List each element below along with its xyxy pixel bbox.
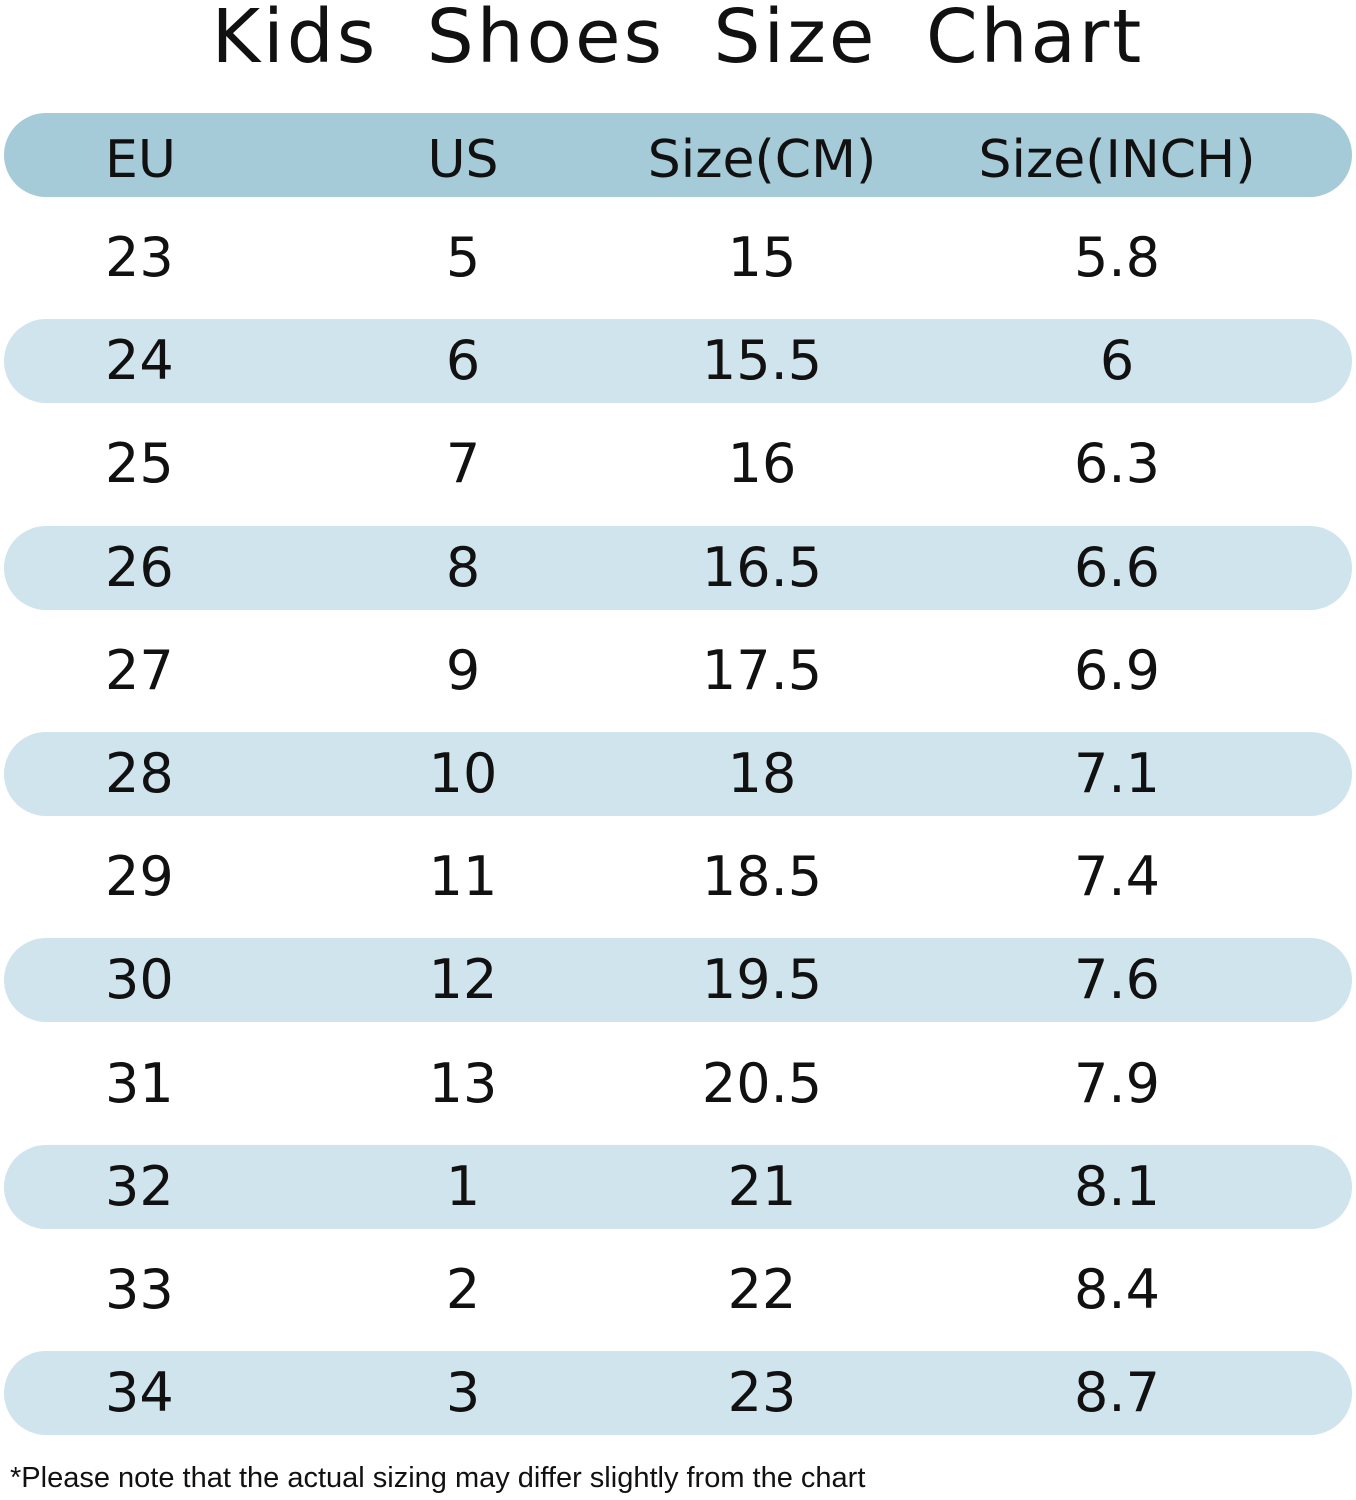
cell-eu: 26 bbox=[105, 535, 174, 599]
cell-eu: 29 bbox=[105, 845, 174, 909]
cell-inch: 8.1 bbox=[1074, 1154, 1160, 1218]
cell-eu: 25 bbox=[105, 432, 174, 496]
row-band bbox=[4, 1351, 1352, 1436]
cell-cm: 21 bbox=[727, 1154, 797, 1218]
cell-us: 9 bbox=[445, 638, 481, 702]
cell-cm: 23 bbox=[727, 1361, 797, 1425]
cell-cm: 18.5 bbox=[701, 845, 823, 909]
footnote: *Please note that the actual sizing may … bbox=[10, 1462, 866, 1494]
cell-us: 6 bbox=[445, 329, 481, 393]
cell-us: 11 bbox=[428, 845, 498, 909]
row-band bbox=[4, 525, 1352, 610]
cell-inch: 6 bbox=[1099, 329, 1135, 393]
row-band bbox=[4, 732, 1352, 816]
row-band bbox=[4, 1144, 1352, 1229]
cell-eu: 23 bbox=[105, 226, 174, 289]
row-band bbox=[4, 319, 1352, 404]
cell-cm: 22 bbox=[727, 1258, 797, 1321]
cell-us: 7 bbox=[445, 432, 481, 496]
cell-eu: 32 bbox=[105, 1154, 174, 1218]
cell-inch: 7.6 bbox=[1074, 948, 1160, 1012]
cell-us: 5 bbox=[445, 226, 481, 289]
header-band bbox=[4, 113, 1352, 197]
cell-us: 12 bbox=[428, 948, 498, 1012]
cell-inch: 6.9 bbox=[1074, 638, 1160, 702]
cell-eu: 34 bbox=[105, 1361, 174, 1425]
row-band bbox=[4, 938, 1352, 1023]
cell-cm: 16.5 bbox=[701, 535, 823, 599]
cell-eu: 33 bbox=[105, 1258, 174, 1321]
cell-cm: 16 bbox=[727, 432, 797, 496]
cell-eu: 27 bbox=[105, 638, 174, 702]
cell-us: 1 bbox=[445, 1154, 481, 1218]
cell-inch: 5.8 bbox=[1074, 226, 1160, 289]
cell-us: 3 bbox=[445, 1361, 481, 1425]
column-header-us: US bbox=[427, 130, 499, 190]
cell-inch: 8.7 bbox=[1074, 1361, 1160, 1425]
cell-eu: 24 bbox=[105, 329, 174, 393]
cell-cm: 19.5 bbox=[701, 948, 823, 1012]
cell-cm: 15.5 bbox=[701, 329, 823, 393]
cell-eu: 28 bbox=[105, 742, 174, 805]
cell-inch: 6.6 bbox=[1074, 535, 1160, 599]
cell-inch: 8.4 bbox=[1074, 1258, 1160, 1321]
cell-us: 10 bbox=[428, 742, 498, 805]
cell-inch: 7.1 bbox=[1074, 742, 1160, 805]
cell-cm: 20.5 bbox=[701, 1051, 823, 1115]
cell-us: 13 bbox=[428, 1051, 498, 1115]
cell-cm: 15 bbox=[727, 226, 797, 289]
cell-inch: 7.9 bbox=[1074, 1051, 1160, 1115]
chart-title: Kids Shoes Size Chart bbox=[211, 0, 1145, 80]
cell-inch: 6.3 bbox=[1074, 432, 1160, 496]
cell-eu: 30 bbox=[105, 948, 174, 1012]
cell-inch: 7.4 bbox=[1074, 845, 1160, 909]
cell-cm: 17.5 bbox=[701, 638, 823, 702]
column-header-eu: EU bbox=[105, 130, 176, 190]
column-header-cm: Size(CM) bbox=[647, 130, 877, 190]
cell-us: 2 bbox=[445, 1258, 481, 1321]
cell-us: 8 bbox=[445, 535, 481, 599]
cell-eu: 31 bbox=[105, 1051, 174, 1115]
cell-cm: 18 bbox=[727, 742, 797, 805]
column-header-inch: Size(INCH) bbox=[978, 130, 1256, 190]
